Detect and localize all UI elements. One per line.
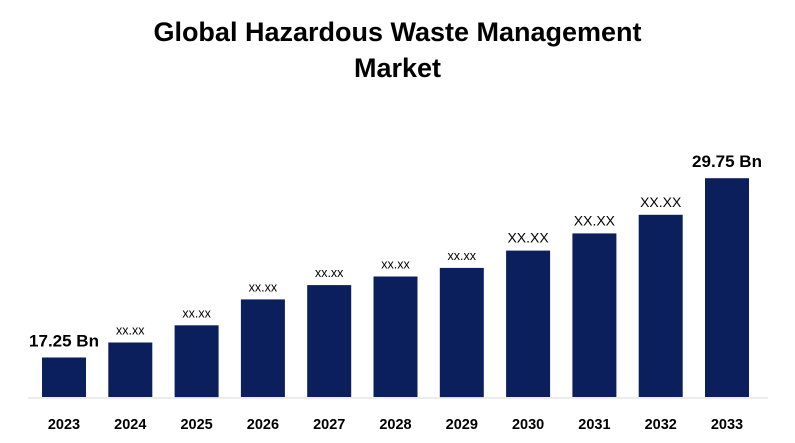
data-labels-layer: 17.25 Bn xx.xx xx.xx xx.xx xx.xx xx.xx xx.xx XX… [29,152,762,350]
data-label-2026: xx.xx [249,280,278,294]
bar-2027 [307,285,352,397]
chart-title-line-1: Global Hazardous Waste Management [153,17,642,47]
x-tick-2025: 2025 [180,417,212,433]
data-label-2027: xx.xx [315,266,344,280]
bar-2024 [108,342,153,397]
data-label-2025: xx.xx [182,306,211,320]
chart-title-line-2: Market [353,53,442,83]
x-tick-2023: 2023 [48,417,80,433]
data-label-2030: XX.XX [507,230,549,246]
bar-2032 [638,214,683,397]
x-tick-labels-layer: 2023 2024 2025 2026 2027 2028 2029 2030 2031 2032… [48,417,743,433]
x-tick-2027: 2027 [313,417,345,433]
chart-title: Global Hazardous Waste Management Market [0,14,795,86]
data-label-2029: xx.xx [448,249,477,263]
x-tick-2029: 2029 [446,417,478,433]
bar-2026 [240,299,285,397]
data-label-2031: XX.XX [574,212,616,228]
bar-2029 [439,267,484,398]
data-label-2033: 29.75 Bn [692,152,762,171]
x-tick-2033: 2033 [711,417,743,433]
x-tick-2031: 2031 [578,417,610,433]
x-tick-2028: 2028 [379,417,411,433]
bar-2023 [42,357,86,397]
bar-2033 [705,178,749,397]
data-label-2023: 17.25 Bn [29,332,99,351]
bar-2028 [373,276,418,397]
data-label-2024: xx.xx [116,324,145,338]
x-tick-2030: 2030 [512,417,544,433]
data-label-2032: XX.XX [640,194,682,210]
x-tick-2024: 2024 [114,417,146,433]
bar-2031 [572,233,617,397]
bar-2025 [174,325,219,398]
data-label-2028: xx.xx [381,258,410,272]
x-tick-2032: 2032 [645,417,677,433]
bar-2030 [506,250,551,397]
bars-layer [42,178,749,398]
x-tick-2026: 2026 [247,417,279,433]
